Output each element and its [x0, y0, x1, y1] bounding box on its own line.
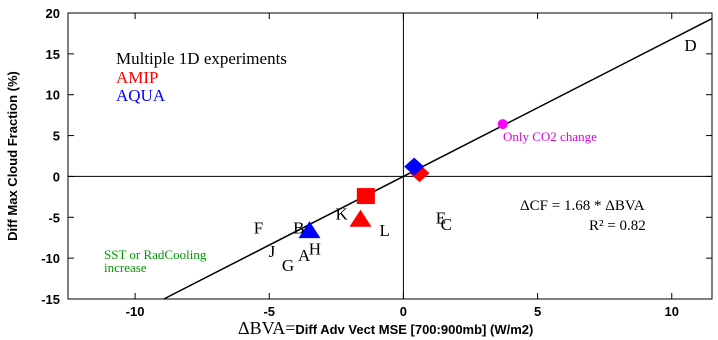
y-tick-label: 5	[53, 129, 60, 144]
legend-entry-multiple-1d: Multiple 1D experiments	[116, 49, 287, 68]
annotation-co2-change: Only CO2 change	[503, 129, 597, 144]
y-tick-label: -15	[41, 292, 60, 307]
experiment-label-l: L	[379, 221, 389, 240]
experiment-label-g: G	[282, 256, 294, 275]
experiment-label-e: E	[436, 209, 446, 228]
regression-line	[163, 17, 713, 300]
amip-triangle-point	[349, 209, 372, 227]
experiment-label-k: K	[336, 205, 349, 224]
fit-line	[163, 17, 713, 300]
experiment-label-d: D	[684, 36, 696, 55]
experiment-label-j: J	[269, 242, 276, 261]
legend-entry-aqua: AQUA	[116, 86, 166, 105]
annotation-sst-radcooling-line1: SST or RadCooling	[104, 247, 207, 262]
x-axis-label-symbol: ΔBVA	[238, 318, 285, 338]
experiment-label-a: A	[298, 246, 311, 265]
experiment-label-c: C	[441, 215, 452, 234]
data-points	[298, 119, 508, 239]
x-axis-label-equals: =	[285, 318, 295, 338]
x-tick-label: 0	[400, 304, 407, 319]
experiment-label-h: H	[309, 240, 321, 259]
x-tick-label: -10	[126, 304, 145, 319]
experiment-labels: D F B K L EC J AHG	[254, 36, 697, 275]
x-axis-label-text: Diff Adv Vect MSE [700:900mb] (W/m2)	[295, 322, 533, 337]
y-tick-label: 0	[53, 169, 60, 184]
zero-lines	[68, 13, 712, 299]
y-tick-label: 20	[46, 6, 60, 21]
fit-r-squared: R² = 0.82	[589, 218, 646, 234]
aqua-diamond-point	[404, 157, 425, 176]
y-tick-label: 10	[46, 88, 60, 103]
y-axis-label: Diff Max Cloud Fraction (%)	[5, 71, 20, 241]
legend-entry-amip: AMIP	[116, 68, 159, 87]
x-tick-label: -5	[263, 304, 275, 319]
axis-ticks: -10 -5 0 5 10 -15 -10 -5 0 5 10 15 20	[41, 6, 712, 319]
x-tick-label: 10	[665, 304, 679, 319]
y-tick-label: -5	[48, 210, 60, 225]
x-axis-label: ΔBVA=Diff Adv Vect MSE [700:900mb] (W/m2…	[238, 318, 533, 338]
annotation-sst-radcooling-line2: increase	[104, 260, 147, 275]
aqua-triangle-point	[298, 221, 321, 239]
fit-equation: ΔCF = 1.68 * ΔBVA	[520, 198, 645, 214]
experiment-label-f: F	[254, 218, 263, 237]
amip-square-point	[356, 188, 375, 205]
y-tick-label: 15	[46, 47, 60, 62]
experiment-label-b: B	[293, 218, 304, 237]
y-tick-label: -10	[41, 251, 60, 266]
only-co2-change-circle-point	[497, 119, 508, 130]
plot-frame	[67, 12, 713, 300]
x-tick-label: 5	[534, 304, 541, 319]
